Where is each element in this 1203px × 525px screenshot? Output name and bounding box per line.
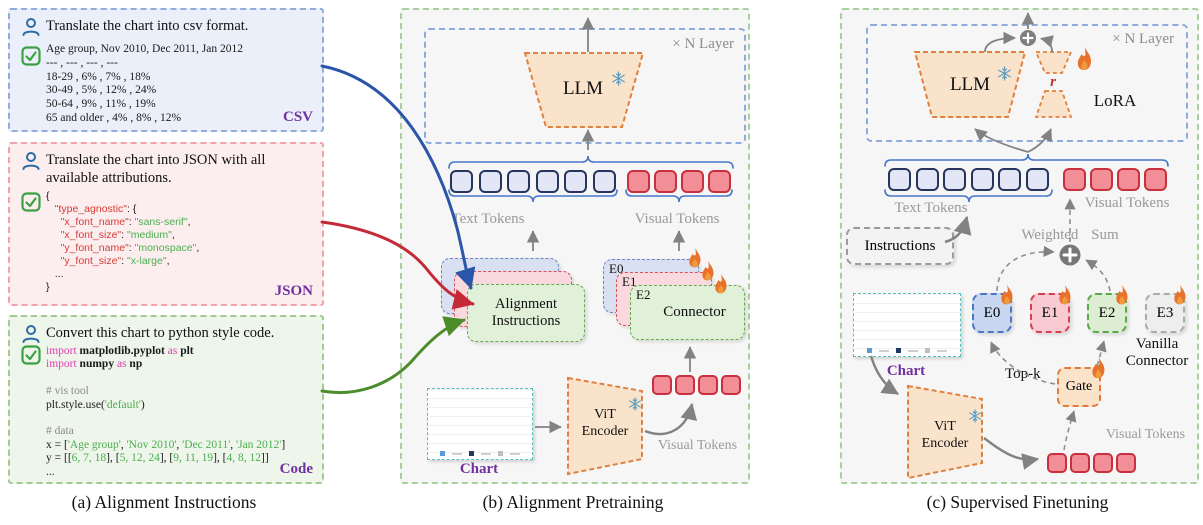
n-layer-label-c: × N Layer <box>1112 31 1174 47</box>
instructions-label: Instructions <box>864 237 936 254</box>
text-token <box>971 168 994 191</box>
gate-label: Gate <box>1065 379 1093 394</box>
chart-thumbnail-b <box>427 388 533 460</box>
text-token <box>593 170 616 193</box>
visual-token <box>652 375 672 395</box>
check-icon <box>21 192 41 217</box>
check-icon <box>21 345 41 370</box>
visual-token <box>627 170 650 193</box>
snowflake-icon <box>968 409 982 423</box>
visual-tokens-label-c: Visual Tokens <box>1084 195 1170 211</box>
visual-token <box>1063 168 1086 191</box>
flame-icon <box>998 284 1016 311</box>
chart-label-c: Chart <box>886 363 926 379</box>
connector-label: Connector <box>663 304 726 320</box>
llm-label-c: LLM <box>928 74 1012 96</box>
visual-token <box>1090 168 1113 191</box>
text-token <box>507 170 530 193</box>
text-token <box>943 168 966 191</box>
json-prompt: Translate the chart into JSON with all a… <box>46 152 266 186</box>
lora-r-label: r <box>1050 74 1056 90</box>
visual-tokens-lower-label-c: Visual Tokens <box>1105 427 1186 442</box>
visual-token <box>698 375 718 395</box>
top-k-label: Top-k <box>1005 366 1041 382</box>
python-output: import matplotlib.pyplot as plt import nu… <box>46 345 286 478</box>
vit-label-c: ViT Encoder <box>914 418 976 452</box>
instructions-box: Instructions <box>846 227 954 265</box>
caption-a: (a) Alignment Instructions <box>71 492 257 512</box>
code-tag: Code <box>279 461 313 477</box>
flame-icon <box>1089 356 1108 385</box>
visual-token <box>675 375 695 395</box>
text-token <box>479 170 502 193</box>
snowflake-icon <box>628 397 642 411</box>
e2-label: E2 <box>636 287 651 302</box>
visual-token <box>1070 453 1090 473</box>
e1-label: E1 <box>622 274 637 289</box>
csv-tag: CSV <box>282 109 313 125</box>
user-icon <box>20 323 42 350</box>
weighted-sum-label: Weighted Sum <box>1021 227 1119 243</box>
lora-label: LoRA <box>1093 91 1137 110</box>
flame-icon <box>1074 46 1095 77</box>
visual-token <box>681 170 704 193</box>
caption-c: (c) Supervised Finetuning <box>926 492 1109 512</box>
alignment-instructions-label: Alignment Instructions <box>491 296 561 329</box>
csv-instruction-box: Translate the chart into csv format. Age… <box>8 8 324 132</box>
text-token <box>998 168 1021 191</box>
visual-token <box>721 375 741 395</box>
text-token <box>536 170 559 193</box>
text-token <box>1026 168 1049 191</box>
visual-token <box>1116 453 1136 473</box>
json-output: { "type_agnostic": { "x_font_name": "san… <box>46 190 200 293</box>
text-tokens-label-b: Text Tokens <box>451 211 525 227</box>
vit-label-b: ViT Encoder <box>574 406 636 440</box>
csv-output: Age group, Nov 2010, Dec 2011, Jan 2012-… <box>46 43 243 124</box>
n-layer-label-b: × N Layer <box>672 36 734 52</box>
visual-tokens-lower-label-b: Visual Tokens <box>657 438 738 453</box>
flame-icon <box>1056 284 1074 311</box>
visual-token <box>1144 168 1167 191</box>
visual-token <box>1093 453 1113 473</box>
alignment-instructions-card: Alignment Instructions <box>467 284 585 342</box>
code-prompt: Convert this chart to python style code. <box>46 325 275 341</box>
user-icon <box>20 16 42 43</box>
text-token <box>564 170 587 193</box>
visual-token <box>1047 453 1067 473</box>
user-icon <box>20 150 42 177</box>
chart-label-b: Chart <box>459 461 499 477</box>
json-instruction-box: Translate the chart into JSON with all a… <box>8 142 324 306</box>
text-tokens-label-c: Text Tokens <box>894 200 968 216</box>
text-token <box>888 168 911 191</box>
check-icon <box>21 46 41 71</box>
visual-token <box>654 170 677 193</box>
text-token <box>450 170 473 193</box>
vanilla-connector-label: Vanilla Connector <box>1125 336 1189 369</box>
visual-token <box>708 170 731 193</box>
expert-e1: E1 <box>1030 293 1070 333</box>
chart-thumbnail-c <box>853 293 961 357</box>
flame-icon <box>1113 284 1131 311</box>
text-token <box>916 168 939 191</box>
snowflake-icon <box>611 71 626 86</box>
flame-icon <box>1171 284 1189 311</box>
code-instruction-box: Convert this chart to python style code.… <box>8 315 324 484</box>
snowflake-icon <box>997 66 1012 81</box>
csv-prompt: Translate the chart into csv format. <box>46 18 249 34</box>
visual-token <box>1117 168 1140 191</box>
connector-card-e2: E2 Connector <box>630 285 745 340</box>
json-tag: JSON <box>274 283 313 299</box>
visual-tokens-label-b: Visual Tokens <box>634 211 720 227</box>
llm-label-b: LLM <box>538 78 628 100</box>
flame-icon <box>712 273 730 300</box>
caption-b: (b) Alignment Pretraining <box>482 492 664 512</box>
